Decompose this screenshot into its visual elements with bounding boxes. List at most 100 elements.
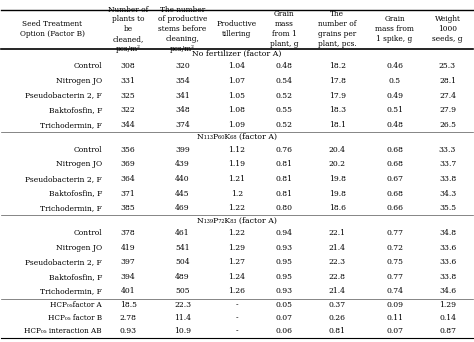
Text: 397: 397 [121, 258, 136, 266]
Text: 0.55: 0.55 [276, 106, 293, 114]
Text: 33.7: 33.7 [439, 160, 456, 168]
Text: 0.80: 0.80 [276, 204, 293, 212]
Text: 504: 504 [175, 258, 190, 266]
Text: N₁₃₉P₇₂K₈₃ (factor A): N₁₃₉P₇₂K₈₃ (factor A) [197, 217, 277, 225]
Text: 21.4: 21.4 [329, 288, 346, 295]
Text: 440: 440 [175, 175, 190, 183]
Text: -: - [236, 314, 238, 323]
Text: 371: 371 [121, 189, 136, 198]
Text: 1.07: 1.07 [228, 77, 246, 85]
Text: -: - [236, 327, 238, 336]
Text: 0.87: 0.87 [439, 327, 456, 336]
Text: 1.21: 1.21 [228, 175, 246, 183]
Text: 0.76: 0.76 [276, 146, 293, 154]
Text: 0.93: 0.93 [276, 244, 293, 252]
Text: 325: 325 [121, 92, 136, 100]
Text: 11.4: 11.4 [174, 314, 191, 323]
Text: 0.46: 0.46 [386, 63, 403, 70]
Text: Pseudobacterin 2, F: Pseudobacterin 2, F [25, 258, 102, 266]
Text: Control: Control [73, 146, 102, 154]
Text: 469: 469 [175, 204, 190, 212]
Text: 1.29: 1.29 [439, 301, 456, 309]
Text: The number
of productive
stems before
cleaning,
pcs/m²: The number of productive stems before cl… [158, 5, 207, 53]
Text: 27.4: 27.4 [439, 92, 456, 100]
Text: 0.81: 0.81 [276, 189, 293, 198]
Text: Weight
1000
seeds, g: Weight 1000 seeds, g [432, 15, 463, 43]
Text: 401: 401 [121, 288, 136, 295]
Text: 0.75: 0.75 [386, 258, 403, 266]
Text: 331: 331 [121, 77, 136, 85]
Text: 22.1: 22.1 [329, 229, 346, 237]
Text: 0.68: 0.68 [386, 146, 403, 154]
Text: 0.54: 0.54 [276, 77, 293, 85]
Text: 505: 505 [175, 288, 190, 295]
Text: 0.52: 0.52 [276, 121, 293, 129]
Text: 369: 369 [121, 160, 136, 168]
Text: 0.68: 0.68 [386, 160, 403, 168]
Text: 378: 378 [121, 229, 136, 237]
Text: Control: Control [73, 229, 102, 237]
Text: 0.07: 0.07 [386, 327, 403, 336]
Text: 27.9: 27.9 [439, 106, 456, 114]
Text: 26.5: 26.5 [439, 121, 456, 129]
Text: 20.4: 20.4 [329, 146, 346, 154]
Text: 419: 419 [121, 244, 136, 252]
Text: 341: 341 [175, 92, 190, 100]
Text: Trichodermin, F: Trichodermin, F [40, 121, 102, 129]
Text: Grain
mass from
1 spike, g: Grain mass from 1 spike, g [375, 15, 414, 43]
Text: Baktofosfin, F: Baktofosfin, F [48, 189, 102, 198]
Text: 0.26: 0.26 [329, 314, 346, 323]
Text: 34.3: 34.3 [439, 189, 456, 198]
Text: 20.2: 20.2 [329, 160, 346, 168]
Text: 0.68: 0.68 [386, 189, 403, 198]
Text: 0.06: 0.06 [276, 327, 293, 336]
Text: 0.95: 0.95 [276, 258, 293, 266]
Text: 1.19: 1.19 [228, 160, 246, 168]
Text: Pseudobacterin 2, F: Pseudobacterin 2, F [25, 175, 102, 183]
Text: 0.66: 0.66 [386, 204, 403, 212]
Text: 34.6: 34.6 [439, 288, 456, 295]
Text: 322: 322 [121, 106, 136, 114]
Text: 28.1: 28.1 [439, 77, 456, 85]
Text: Control: Control [73, 63, 102, 70]
Text: 1.26: 1.26 [228, 288, 246, 295]
Text: 19.8: 19.8 [329, 189, 346, 198]
Text: 22.3: 22.3 [174, 301, 191, 309]
Text: 439: 439 [175, 160, 190, 168]
Text: Pseudobacterin 2, F: Pseudobacterin 2, F [25, 92, 102, 100]
Text: 541: 541 [175, 244, 190, 252]
Text: 18.2: 18.2 [329, 63, 346, 70]
Text: 18.1: 18.1 [329, 121, 346, 129]
Text: The
number of
grains per
plant, pcs.: The number of grains per plant, pcs. [318, 11, 356, 48]
Text: 0.14: 0.14 [439, 314, 456, 323]
Text: 1.24: 1.24 [228, 273, 246, 281]
Text: 18.6: 18.6 [329, 204, 346, 212]
Text: Nitrogen JO: Nitrogen JO [56, 77, 102, 85]
Text: 0.81: 0.81 [276, 160, 293, 168]
Text: 0.77: 0.77 [386, 273, 403, 281]
Text: 0.11: 0.11 [386, 314, 403, 323]
Text: 0.72: 0.72 [386, 244, 403, 252]
Text: 33.6: 33.6 [439, 258, 456, 266]
Text: 22.8: 22.8 [329, 273, 346, 281]
Text: 320: 320 [175, 63, 190, 70]
Text: 0.37: 0.37 [328, 301, 346, 309]
Text: N₁₁₃P₆₀K₆₈ (factor A): N₁₁₃P₆₀K₆₈ (factor A) [197, 133, 277, 141]
Text: 1.22: 1.22 [228, 229, 246, 237]
Text: 35.5: 35.5 [439, 204, 456, 212]
Text: HCP₀₅ interaction AB: HCP₀₅ interaction AB [24, 327, 102, 336]
Text: 1.09: 1.09 [228, 121, 246, 129]
Text: -: - [236, 301, 238, 309]
Text: 1.29: 1.29 [228, 244, 246, 252]
Text: Grain
mass
from 1
plant, g: Grain mass from 1 plant, g [270, 11, 299, 48]
Text: 445: 445 [175, 189, 190, 198]
Text: 394: 394 [121, 273, 136, 281]
Text: Seed Treatment
Option (Factor B): Seed Treatment Option (Factor B) [20, 20, 85, 38]
Text: 1.08: 1.08 [228, 106, 246, 114]
Text: 0.07: 0.07 [276, 314, 293, 323]
Text: 0.48: 0.48 [386, 121, 403, 129]
Text: 18.5: 18.5 [119, 301, 137, 309]
Text: 18.3: 18.3 [328, 106, 346, 114]
Text: 489: 489 [175, 273, 190, 281]
Text: 0.5: 0.5 [389, 77, 401, 85]
